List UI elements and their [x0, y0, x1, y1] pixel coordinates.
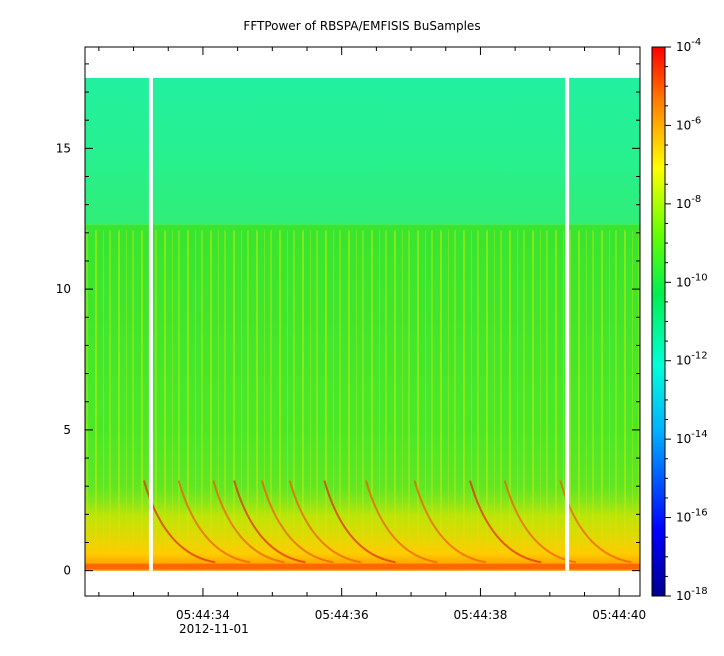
chorus-arc	[288, 480, 362, 564]
y-tick-label: 15	[56, 141, 71, 155]
plot-area	[85, 47, 640, 596]
y-tick-label: 0	[63, 564, 71, 578]
y-axis: 0 5 10 15	[56, 63, 640, 578]
chorus-arcs	[85, 480, 640, 570]
y-tick-label: 10	[56, 282, 71, 296]
plot-frame	[84, 46, 641, 597]
chorus-arc	[212, 480, 285, 564]
colorbar-tick-label: 10-16	[676, 508, 708, 525]
x-tick-label: 05:44:38	[453, 608, 507, 622]
colorbar-tick-label: 10-18	[676, 586, 708, 603]
colorbar-tick-label: 10-14	[676, 429, 708, 446]
x-tick-label: 05:44:36	[315, 608, 369, 622]
colorbar-tick-label: 10-12	[676, 351, 708, 368]
low-frequency-band	[85, 486, 640, 571]
chorus-arc	[469, 480, 542, 564]
chart-title: FFTPower of RBSPA/EMFISIS BuSamples	[243, 19, 480, 33]
y-tick-label: 5	[63, 423, 71, 437]
data-gap-2	[565, 77, 570, 571]
colorbar-tick-label: 10-4	[676, 37, 701, 54]
colorbar-tick-label: 10-10	[676, 272, 708, 289]
colorbar-tick-label: 10-6	[676, 115, 701, 132]
upper-frequency-band	[85, 77, 640, 225]
x-tick-label: 05:44:40	[592, 608, 646, 622]
colorbar-tick-label: 10-8	[676, 194, 701, 211]
x-date-label: 2012-11-01	[179, 622, 249, 636]
chorus-arc	[365, 480, 438, 564]
chorus-arc	[413, 480, 486, 564]
colorbar-axis: 10-4 10-6 10-8 10-10 10-12 10-14 10-16 10-18	[665, 37, 708, 603]
data-gap-1	[148, 77, 153, 571]
chorus-arc	[177, 480, 251, 564]
chorus-arc	[323, 480, 396, 564]
chorus-arc	[143, 480, 216, 564]
x-tick-label: 05:44:34	[176, 608, 230, 622]
chorus-arc	[559, 480, 632, 564]
chorus-arc	[260, 480, 334, 564]
colorbar	[652, 47, 665, 596]
x-axis: 05:44:34 05:44:36 05:44:38 05:44:40	[98, 47, 646, 622]
chorus-arc	[233, 480, 306, 564]
low-frequency-line	[85, 563, 640, 570]
